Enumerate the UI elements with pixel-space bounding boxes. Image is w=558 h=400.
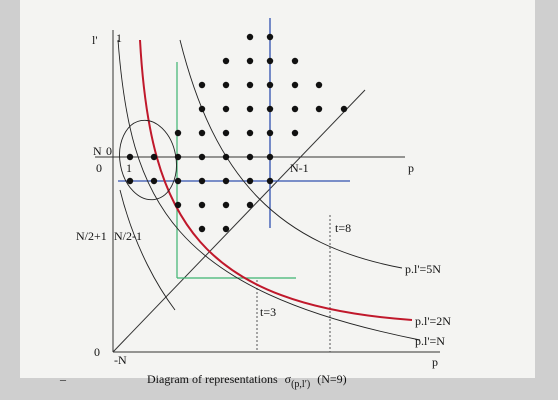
dot [174,129,182,137]
dot [222,177,230,185]
axis-label: N-1 [290,161,309,175]
dot [174,177,182,185]
dot [246,177,254,185]
dot [222,57,230,65]
dot [198,129,206,137]
sheet [20,0,535,378]
dot-lattice [126,33,348,233]
axis-label: p [408,161,414,175]
dot [266,153,274,161]
dot [246,129,254,137]
dot [126,153,134,161]
dot [291,129,299,137]
dot [198,105,206,113]
dot [246,153,254,161]
caption-subscript: (p,l′) [291,379,310,390]
dot [266,129,274,137]
dot [222,105,230,113]
dot [246,81,254,89]
axis-label: 0 [96,161,102,175]
dot [266,81,274,89]
axis-label: l' [92,33,98,47]
axis-label: N/2+1 [76,229,107,243]
curve-label: p.l'=2N [415,314,451,328]
dot [266,57,274,65]
dot [198,225,206,233]
curve-label: p.l'=5N [405,262,441,276]
caption: Diagram of representations σ(p,l′) (N=9) [147,372,347,390]
caption-note: (N=9) [317,372,346,386]
curve-n [117,39,421,341]
axis-label: N/2-1 [114,229,142,243]
dot [246,33,254,41]
dot [222,129,230,137]
axis-label: p [432,355,438,369]
curve-2n [139,39,413,321]
dot [174,153,182,161]
dot [266,177,274,185]
dot [291,81,299,89]
dot [246,105,254,113]
dot [266,33,274,41]
dot [315,105,323,113]
diagonal [112,89,366,353]
dot [198,201,206,209]
axis-label: -N [114,353,127,367]
caption-dash: – [59,372,67,386]
axis-label: 0 [106,144,112,158]
dot [315,81,323,89]
dot [266,105,274,113]
dot [222,225,230,233]
dot [126,177,134,185]
dot [291,57,299,65]
dot [340,105,348,113]
annotation: t=8 [335,221,351,235]
curve-label: p.l'=N [415,334,445,348]
caption-text: Diagram of representations [147,372,278,386]
dot [198,177,206,185]
dot [246,201,254,209]
axis-label: 0 [94,345,100,359]
curve-5n [179,39,403,269]
dot [198,81,206,89]
axis-label: 1 [126,161,132,175]
axis-label: N [93,144,102,158]
dot [291,105,299,113]
dot [222,201,230,209]
dot [198,153,206,161]
dot [246,57,254,65]
dot [174,201,182,209]
dot [222,153,230,161]
axis-label: 1 [116,31,122,45]
curve-n-low [119,189,176,311]
dot [222,81,230,89]
annotation: t=3 [260,305,276,319]
dot [150,153,158,161]
dot [150,177,158,185]
caption-symbol: σ [285,372,292,386]
